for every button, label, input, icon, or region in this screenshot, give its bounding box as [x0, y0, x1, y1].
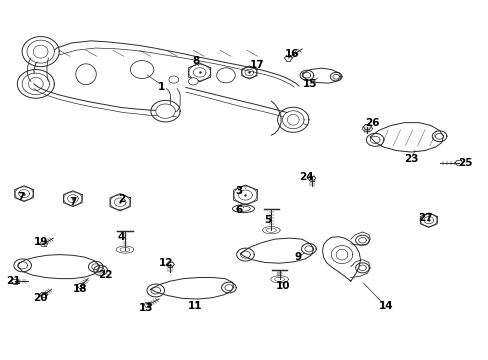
Polygon shape: [240, 238, 313, 263]
Text: 17: 17: [249, 59, 264, 69]
Ellipse shape: [236, 206, 250, 211]
Circle shape: [283, 112, 303, 127]
Text: 7: 7: [69, 197, 77, 207]
Text: 7: 7: [18, 192, 25, 202]
Circle shape: [188, 78, 198, 85]
Text: 21: 21: [6, 276, 20, 286]
Text: 25: 25: [457, 158, 471, 168]
Text: 4: 4: [118, 232, 125, 242]
Polygon shape: [369, 123, 443, 152]
Text: 26: 26: [364, 118, 379, 128]
Text: 15: 15: [303, 79, 317, 89]
Polygon shape: [18, 255, 99, 279]
Text: 14: 14: [378, 301, 392, 311]
Text: 13: 13: [139, 303, 153, 314]
Circle shape: [27, 42, 54, 61]
Text: 8: 8: [192, 56, 199, 66]
Ellipse shape: [76, 64, 96, 85]
Polygon shape: [322, 237, 360, 281]
Text: 9: 9: [294, 252, 301, 262]
Polygon shape: [302, 68, 340, 83]
Text: 16: 16: [285, 49, 299, 59]
Text: 20: 20: [33, 293, 48, 303]
Text: 24: 24: [299, 172, 314, 182]
Text: 6: 6: [235, 206, 242, 216]
Text: 3: 3: [235, 186, 242, 197]
Polygon shape: [151, 278, 233, 299]
Text: 12: 12: [159, 258, 173, 268]
Text: 18: 18: [72, 284, 87, 294]
Text: 1: 1: [158, 82, 165, 92]
Circle shape: [156, 104, 174, 118]
Text: 11: 11: [187, 301, 202, 311]
Ellipse shape: [232, 205, 254, 213]
Ellipse shape: [216, 68, 235, 83]
Text: 19: 19: [33, 237, 48, 247]
Text: 27: 27: [418, 213, 432, 222]
Text: 5: 5: [264, 215, 271, 225]
Text: 2: 2: [118, 194, 125, 204]
Circle shape: [22, 74, 49, 94]
Text: 23: 23: [403, 154, 418, 164]
Text: 10: 10: [276, 281, 290, 291]
Ellipse shape: [130, 60, 154, 78]
Text: 22: 22: [98, 270, 113, 280]
Circle shape: [168, 76, 178, 83]
